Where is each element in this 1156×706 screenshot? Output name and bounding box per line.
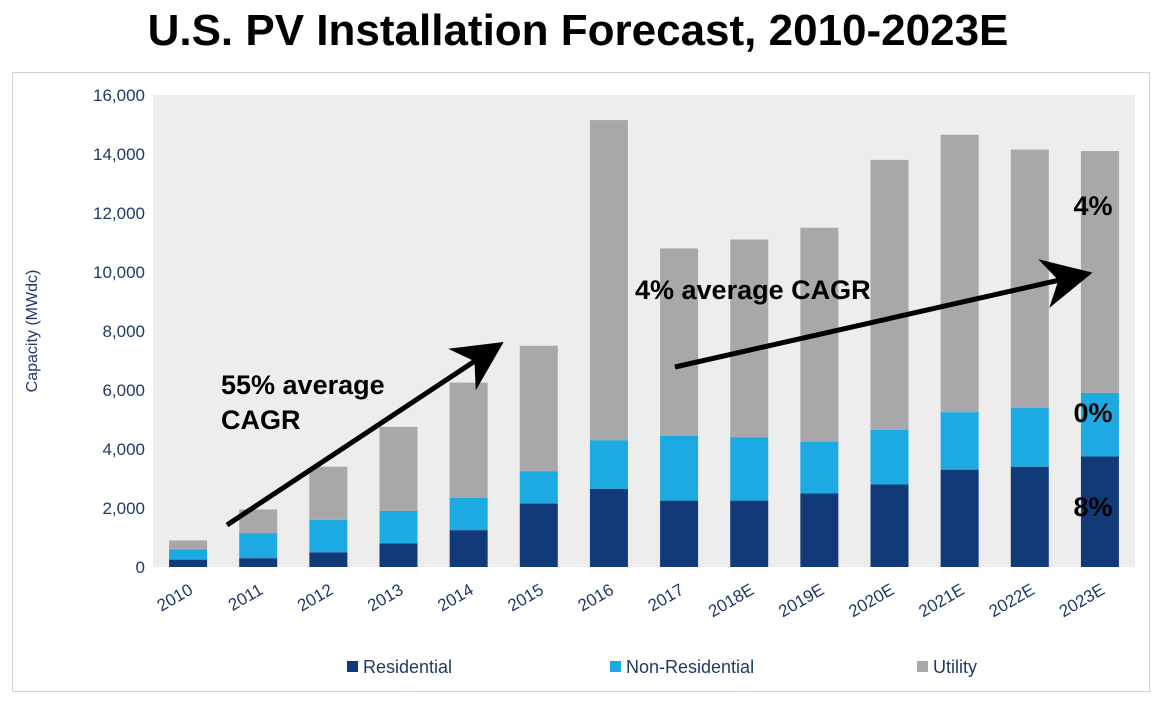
bar-residential-2021e — [940, 469, 979, 567]
bar-utility-2010 — [169, 540, 208, 550]
bar-utility-2011 — [239, 509, 278, 534]
bar-non-residential-2012 — [309, 519, 348, 553]
bar-residential-2020e — [870, 484, 909, 567]
bar-residential-2018e — [730, 500, 769, 567]
bar-non-residential-2013 — [379, 510, 418, 544]
y-tick-label: 8,000 — [102, 322, 145, 341]
y-tick-label: 12,000 — [93, 204, 145, 223]
x-tick-label: 2017 — [645, 580, 687, 615]
plot-area — [153, 95, 1135, 567]
y-tick-label: 6,000 — [102, 381, 145, 400]
cagr-right-arrow — [674, 259, 1093, 370]
legend-label-utility: Utility — [933, 657, 977, 677]
bar-utility-2018e — [730, 239, 769, 438]
y-axis-ticks: 0 2,000 4,000 6,000 8,000 10,000 12,000 14,000 1… — [93, 86, 145, 577]
bar-utility-2013 — [379, 426, 418, 511]
x-tick-label: 2016 — [575, 580, 617, 615]
x-tick-label: 2014 — [434, 580, 476, 615]
legend-label-residential: Residential — [363, 657, 452, 677]
cagr-left-label-line1: 55% average — [221, 370, 385, 400]
chart-title: U.S. PV Installation Forecast, 2010-2023… — [147, 6, 1009, 55]
y-tick-label: 14,000 — [93, 145, 145, 164]
bar-utility-2017 — [660, 248, 699, 436]
legend-label-nonresidential: Non-Residential — [626, 657, 754, 677]
x-tick-label: 2018E — [705, 580, 757, 621]
utility-growth-label: 4% — [1073, 191, 1112, 221]
residential-growth-label: 8% — [1073, 492, 1112, 522]
bar-non-residential-2016 — [589, 440, 628, 489]
x-tick-label: 2015 — [505, 580, 547, 615]
y-tick-label: 0 — [136, 558, 145, 577]
y-tick-label: 2,000 — [102, 499, 145, 518]
x-tick-label: 2022E — [986, 580, 1038, 621]
x-tick-label: 2020E — [845, 580, 897, 621]
bar-non-residential-2021e — [940, 412, 979, 470]
x-tick-label: 2010 — [154, 580, 196, 615]
bar-residential-2023e — [1080, 456, 1119, 567]
bar-non-residential-2023e — [1080, 392, 1119, 457]
cagr-right-label: 4% average CAGR — [635, 275, 871, 305]
legend-swatch-nonresidential — [610, 661, 621, 672]
x-tick-label: 2011 — [225, 580, 266, 615]
bar-utility-2015 — [519, 345, 558, 472]
bar-residential-2019e — [800, 493, 839, 567]
bar-group — [169, 120, 1119, 567]
bar-utility-2021e — [940, 134, 979, 413]
bar-residential-2022e — [1010, 466, 1049, 567]
bar-non-residential-2018e — [730, 437, 769, 501]
bar-non-residential-2022e — [1010, 407, 1049, 467]
bar-utility-2014 — [449, 382, 488, 498]
bar-non-residential-2019e — [800, 441, 839, 494]
chart-svg: 0 2,000 4,000 6,000 8,000 10,000 12,000 14,000 1… — [24, 86, 1135, 677]
y-axis-title: Capacity (MWdc) — [24, 270, 41, 393]
bar-utility-2016 — [589, 120, 628, 441]
bar-residential-2011 — [239, 558, 278, 567]
bar-residential-2010 — [169, 559, 208, 567]
x-tick-label: 2013 — [364, 580, 406, 615]
bar-non-residential-2014 — [449, 497, 488, 531]
y-tick-label: 10,000 — [93, 263, 145, 282]
bar-residential-2016 — [589, 488, 628, 567]
bar-non-residential-2011 — [239, 533, 278, 559]
bar-non-residential-2015 — [519, 471, 558, 504]
bar-utility-2020e — [870, 159, 909, 430]
bar-residential-2012 — [309, 552, 348, 567]
bar-residential-2015 — [519, 503, 558, 567]
bar-non-residential-2010 — [169, 549, 208, 560]
x-tick-label: 2012 — [294, 580, 336, 615]
legend-swatch-utility — [917, 661, 928, 672]
x-tick-label: 2019E — [775, 580, 827, 621]
bar-utility-2022e — [1010, 149, 1049, 408]
bar-residential-2017 — [660, 500, 699, 567]
x-tick-label: 2021E — [916, 580, 968, 621]
x-axis-labels: 2010 2011 2012 2013 2014 2015 2016 2017 2018E 201… — [154, 580, 1108, 621]
legend-swatch-residential — [347, 661, 358, 672]
chart-frame: 0 2,000 4,000 6,000 8,000 10,000 12,000 14,000 1… — [12, 72, 1150, 692]
nonresidential-growth-label: 0% — [1073, 398, 1112, 428]
cagr-left-arrow — [225, 341, 504, 528]
cagr-left-label-line2: CAGR — [221, 405, 301, 435]
y-tick-label: 16,000 — [93, 86, 145, 105]
bar-residential-2013 — [379, 543, 418, 567]
bar-utility-2012 — [309, 466, 348, 520]
y-tick-label: 4,000 — [102, 440, 145, 459]
bar-non-residential-2020e — [870, 429, 909, 485]
bar-residential-2014 — [449, 530, 488, 567]
bar-non-residential-2017 — [660, 435, 699, 501]
x-tick-label: 2023E — [1056, 580, 1108, 621]
bar-utility-2023e — [1080, 151, 1119, 393]
legend: Residential Non-Residential Utility — [347, 657, 977, 677]
